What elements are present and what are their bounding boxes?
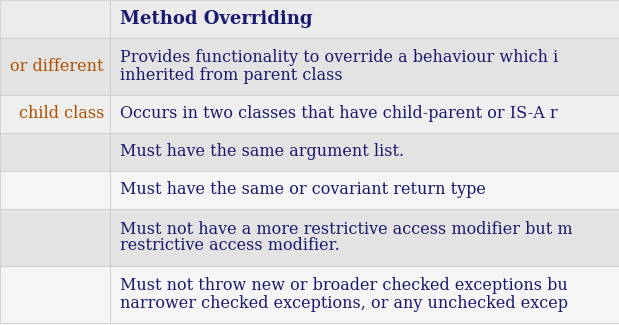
Bar <box>110 266 619 323</box>
Text: Must have the same argument list.: Must have the same argument list. <box>120 144 404 161</box>
Text: Must not have a more restrictive access modifier but m: Must not have a more restrictive access … <box>120 220 573 238</box>
Bar <box>110 133 619 171</box>
Bar <box>110 0 619 38</box>
Bar <box>110 38 619 95</box>
Text: or different: or different <box>11 58 104 75</box>
Text: Must not throw new or broader checked exceptions bu: Must not throw new or broader checked ex… <box>120 278 568 294</box>
Text: Provides functionality to override a behaviour which i: Provides functionality to override a beh… <box>120 49 558 67</box>
Text: child class: child class <box>19 106 104 123</box>
Bar <box>0 171 110 209</box>
Text: Method Overriding: Method Overriding <box>120 10 313 28</box>
Bar <box>0 133 110 171</box>
Text: inherited from parent class: inherited from parent class <box>120 67 343 84</box>
Text: narrower checked exceptions, or any unchecked excep: narrower checked exceptions, or any unch… <box>120 294 568 311</box>
Text: restrictive access modifier.: restrictive access modifier. <box>120 238 340 254</box>
Bar <box>110 209 619 266</box>
Bar <box>0 266 110 323</box>
Text: Must have the same or covariant return type: Must have the same or covariant return t… <box>120 181 486 199</box>
Bar <box>0 38 110 95</box>
Bar <box>0 95 110 133</box>
Bar <box>0 209 110 266</box>
Bar <box>0 0 110 38</box>
Text: Occurs in two classes that have child-parent or IS-A r: Occurs in two classes that have child-pa… <box>120 106 558 123</box>
Bar <box>110 95 619 133</box>
Bar <box>110 171 619 209</box>
